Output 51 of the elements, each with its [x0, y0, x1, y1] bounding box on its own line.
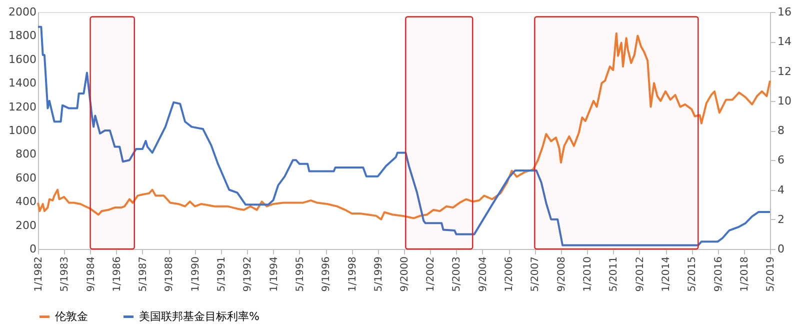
y-tick-label: 1200	[8, 100, 36, 114]
x-tick-label: 1/2006	[504, 256, 516, 292]
x-tick-label: 1/1982	[34, 256, 44, 292]
y-tick-label: 1600	[8, 52, 36, 66]
x-tick-label: 5/2003	[452, 256, 463, 292]
y-tick-label: 1400	[8, 76, 36, 90]
x-tick-label: 5/1983	[60, 256, 71, 292]
y-tick-label: 800	[16, 148, 36, 161]
y2-tick-label: 8	[778, 124, 784, 137]
x-tick-label: 5/2015	[687, 256, 698, 292]
x-tick-label: 1/2018	[739, 256, 750, 292]
y-tick-label: 200	[16, 218, 36, 232]
y2-tick-label: 2	[778, 212, 784, 226]
x-tick-label: 9/2004	[478, 256, 489, 292]
x-tick-label: 5/2007	[530, 256, 542, 292]
legend-label: 美国联邦基金目标利率%	[139, 310, 260, 323]
y2-tick-label: 0	[778, 242, 784, 256]
y2-tick-label: 12	[778, 64, 792, 78]
y-tick-label: 400	[16, 195, 36, 208]
y-tick-label: 1800	[8, 29, 36, 42]
y-tick-label: 2000	[8, 6, 36, 18]
x-tick-label: 1/1990	[190, 256, 202, 292]
y2-tick-label: 10	[778, 94, 792, 108]
y2-tick-label: 6	[778, 154, 784, 167]
x-tick-label: 9/1992	[242, 256, 254, 292]
y2-tick-label: 16	[778, 6, 792, 18]
x-tick-label: 5/2019	[766, 256, 776, 292]
x-tick-label: 9/1984	[86, 256, 97, 292]
x-tick-label: 9/2008	[556, 256, 568, 292]
x-tick-label: 1/2014	[661, 256, 672, 292]
x-tick-label: 5/1999	[373, 256, 384, 292]
y2-tick-label: 14	[778, 35, 792, 48]
y-tick-label: 0	[30, 242, 36, 256]
y-tick-label: 1000	[8, 124, 36, 137]
x-tick-label: 9/1988	[164, 256, 176, 292]
x-tick-label: 5/1995	[294, 256, 306, 292]
x-tick-label: 5/1987	[138, 256, 149, 292]
x-tick-label: 9/1996	[321, 256, 332, 292]
x-tick-label: 1/1994	[268, 256, 280, 292]
x-tick-label: 9/2000	[400, 256, 411, 292]
x-tick-label: 9/2016	[713, 256, 724, 292]
x-tick-label: 5/1991	[216, 256, 228, 292]
x-tick-label: 1/1986	[112, 256, 123, 292]
y-tick-label: 600	[16, 171, 36, 184]
x-tick-label: 9/2012	[634, 256, 646, 292]
x-tick-label: 5/2011	[608, 256, 620, 292]
legend-label: 伦敦金	[55, 310, 88, 323]
x-tick-label: 1/2002	[426, 256, 437, 292]
y2-tick-label: 4	[778, 183, 784, 196]
x-tick-label: 1/2010	[582, 256, 594, 292]
x-tick-label: 1/1998	[347, 256, 358, 292]
